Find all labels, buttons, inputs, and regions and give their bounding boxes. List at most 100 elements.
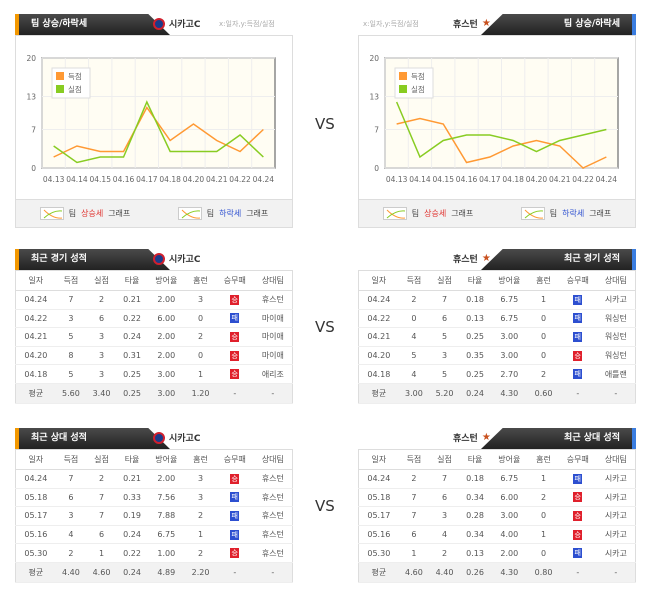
h2h-panel-left: 최근 상대 성적 시카고C 일자 득점 실점 타율 방어율 홈런 승무패 상대팀 04.24 7 2… [15,428,293,588]
recent-games-table: 일자 득점 실점 타율 방어율 홈런 승무패 상대팀 04.24 2 7 0.18 6.75 1 패 시카고 0… [358,270,636,404]
cell: 6 [55,488,87,508]
cell: 0 [185,309,216,329]
win-badge: 승 [230,548,240,559]
column-header: 일자 [358,449,399,470]
legend-label: 실점 [411,84,425,94]
cell: 2 [185,543,216,563]
cell: 0.25 [459,327,491,347]
section-title: 팀 상승/하락세 [481,14,636,35]
team-name: 시카고C [169,20,201,30]
team-name: 휴스턴 [453,20,478,30]
label: 그래프 [589,209,612,218]
label: 팀 [206,209,215,218]
cell: 2.00 [147,469,186,489]
cell: 3 [429,506,460,526]
cell: 패 [215,525,254,545]
table-row: 04.20 8 3 0.31 2.00 0 승 마이애 [15,346,293,366]
table-row: 04.21 5 3 0.24 2.00 2 승 마이애 [15,327,293,347]
head-to-head-table: 일자 득점 실점 타율 방어율 홈런 승무패 상대팀 04.24 7 2 0.21 2.00 3 승 휴스턴 0… [15,449,293,583]
cell: 0.35 [459,346,491,366]
vs-label: VS [315,318,335,336]
table-row: 05.16 4 6 0.24 6.75 1 패 휴스턴 [15,525,293,545]
chart-box: 04.13 04.14 04.15 04.16 04.17 04.18 04.20 04.21… [358,35,636,228]
cell: 2 [185,506,216,526]
table-row: 05.18 6 7 0.33 7.56 3 패 휴스턴 [15,488,293,508]
column-header: 방어율 [490,270,529,291]
label: 그래프 [246,209,269,218]
cell: 패 [558,364,597,384]
cell: 3.00 [398,383,430,404]
column-header: 실점 [86,449,117,470]
cubs-logo-icon [153,252,165,265]
y-tick-label: 13 [26,93,36,102]
cell: 승 [558,346,597,366]
cell: 7 [55,290,87,310]
cell: 6 [429,309,460,329]
cell: 4.30 [490,562,529,583]
cell: 7 [398,488,430,508]
cell: 패 [558,309,597,329]
table-row: 04.24 7 2 0.21 2.00 3 승 휴스턴 [15,290,293,310]
legend-swatch [56,72,64,80]
table-row: 04.24 2 7 0.18 6.75 1 패 시카고 [358,290,636,310]
cell: 애리조 [253,364,293,384]
cell: 5 [398,346,430,366]
column-header: 홈런 [528,270,559,291]
cell: 0 [528,346,559,366]
cell: 애틀랜 [596,364,636,384]
loss-badge: 패 [573,369,583,380]
down-trend-graph-button[interactable]: 팀 하락세 그래프 [520,207,612,220]
cell: 0.31 [116,346,148,366]
graph-legend-bar: 팀 상승세 그래프 팀 하락세 그래프 [359,199,635,227]
cell: 7.56 [147,488,186,508]
x-tick-label: 04.15 [90,175,112,184]
cell: 0.25 [116,383,148,404]
average-row: 평균 3.00 5.20 0.24 4.30 0.60- - [358,383,636,404]
header-row: 일자 득점 실점 타율 방어율 홈런 승무패 상대팀 [15,449,293,470]
label: 팀 [549,209,558,218]
column-header: 홈런 [185,270,216,291]
cell: - [215,562,254,583]
cell: 3 [429,346,460,366]
cell: 시카고 [596,525,636,545]
legend-label: 득점 [411,71,425,81]
column-header: 득점 [55,270,87,291]
cell: 0.18 [459,290,491,310]
column-header: 상대팀 [596,449,636,470]
cell: 7 [86,488,117,508]
x-tick-label: 04.16 [456,175,478,184]
column-header: 실점 [429,270,460,291]
win-badge: 승 [230,294,240,305]
label: 하락세 [562,209,585,218]
cell: 승 [215,290,254,310]
legend-label: 득점 [68,71,82,81]
up-trend-graph-button[interactable]: 팀 상승세 그래프 [382,207,473,220]
table-row: 04.22 0 6 0.13 6.75 0 패 워싱턴 [358,309,636,329]
team-label: 휴스턴 ★ [453,252,491,265]
loss-badge: 패 [230,313,240,324]
team-name: 휴스턴 [453,434,478,444]
cell: 0.25 [116,364,148,384]
up-trend-graph-button[interactable]: 팀 상승세 그래프 [39,207,130,220]
cell: 0 [528,309,559,329]
chart-box: 04.13 04.14 04.15 04.16 04.17 04.18 04.20 04.21… [15,35,293,228]
x-tick-label: 04.13 [43,175,65,184]
cell: - [253,562,293,583]
cell: 평균 [15,562,56,583]
cell: 5.20 [429,383,460,404]
x-tick-label: 04.18 [159,175,181,184]
y-tick-label: 0 [31,164,36,173]
cell: 1 [528,469,559,489]
cell: 6.00 [490,488,529,508]
cell: 0 [528,327,559,347]
x-tick-label: 04.20 [526,175,548,184]
loss-badge: 패 [573,294,583,305]
cell: 2 [398,469,430,489]
cell: 승 [215,327,254,347]
section-title: 최근 상대 성적 [481,428,636,449]
cell: 마이애 [253,327,293,347]
down-trend-graph-button[interactable]: 팀 하락세 그래프 [177,207,269,220]
cell: 4.30 [490,383,529,404]
cell: - [596,383,636,404]
column-header: 실점 [86,270,117,291]
